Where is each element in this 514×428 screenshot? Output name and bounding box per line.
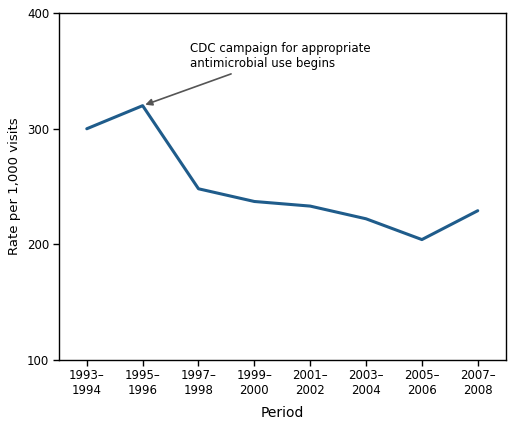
Text: CDC campaign for appropriate
antimicrobial use begins: CDC campaign for appropriate antimicrobi… <box>147 42 371 105</box>
X-axis label: Period: Period <box>261 406 304 420</box>
Y-axis label: Rate per 1,000 visits: Rate per 1,000 visits <box>8 118 22 255</box>
